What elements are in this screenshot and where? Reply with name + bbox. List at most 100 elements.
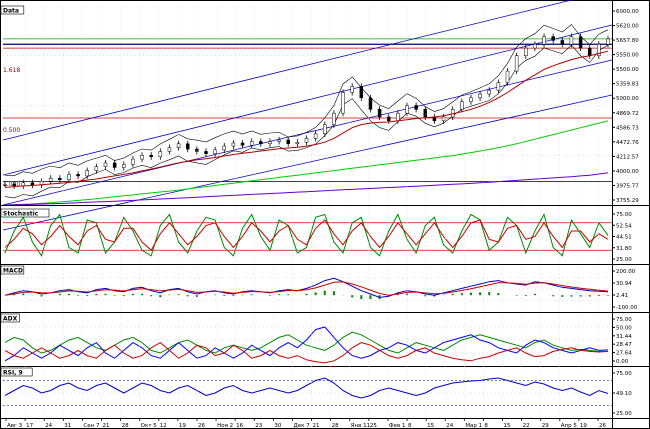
stochastic-axis-label: 52.54 — [616, 223, 632, 229]
time-axis-label: 25 — [370, 423, 377, 429]
price-candle — [213, 149, 217, 154]
price-candle — [231, 142, 236, 147]
rsi-axis-label: 49.10 — [616, 391, 632, 397]
time-axis-label: 15 — [504, 423, 511, 429]
price-candle — [222, 145, 227, 151]
time-axis-label: 8 — [484, 423, 488, 429]
price-candle — [569, 36, 574, 45]
price-candle — [441, 116, 446, 122]
time-axis-label: 8 — [408, 423, 412, 429]
adx-axis-label: 75.00 — [616, 317, 632, 323]
price-candle — [551, 36, 555, 41]
time-axis-label: Дек 7 — [293, 423, 310, 429]
price-title: Data — [3, 8, 19, 15]
stochastic-axis-label: 75.00 — [616, 212, 632, 218]
time-axis-label: 24 — [45, 423, 52, 429]
fib-label: 1.000 — [3, 181, 20, 188]
price-candle — [167, 147, 172, 152]
price-candle — [478, 93, 482, 99]
time-axis-label: 19 — [179, 423, 186, 429]
price-axis-label: 5620.00 — [616, 24, 639, 30]
price-candle — [423, 109, 428, 118]
price-axis-label: 5500.00 — [616, 67, 639, 73]
price-candle — [295, 141, 300, 145]
price-axis-label: 3975.77 — [616, 183, 639, 189]
time-axis-label: 26 — [198, 423, 205, 429]
time-axis-label: Авг 3 — [7, 423, 23, 429]
price-axis-label: 4212.57 — [616, 154, 639, 160]
price-candle — [487, 89, 491, 95]
stochastic-axis-label: 44.51 — [616, 235, 632, 241]
price-candle — [12, 184, 16, 187]
price-axis-label: 4869.72 — [616, 111, 639, 117]
time-axis-label: 28 — [122, 423, 129, 429]
price-candle — [514, 55, 519, 72]
price-axis-label: 6000.00 — [616, 9, 639, 15]
price-candle — [140, 155, 144, 160]
price-candle — [359, 86, 364, 99]
price-candle — [158, 151, 163, 158]
macd-title-box — [0, 265, 25, 275]
macd-axis-label: 2.41 — [616, 293, 628, 299]
price-candle — [524, 47, 528, 56]
price-candle — [350, 86, 354, 93]
rsi-title-box — [0, 367, 33, 377]
time-axis-label: 19 — [580, 423, 587, 429]
price-candle — [204, 151, 208, 154]
rsi-axis-label: 25.00 — [616, 411, 632, 417]
time-axis-label: Ноя 2 — [217, 423, 233, 429]
price-candle — [377, 109, 382, 118]
stochastic-axis-label: 25.00 — [616, 257, 632, 263]
price-series-ma3 — [4, 172, 609, 206]
price-band-upper — [4, 24, 609, 177]
price-candle — [277, 139, 281, 142]
price-candle — [578, 36, 583, 49]
adx-axis-label: 31.44 — [616, 334, 632, 340]
price-candle — [122, 164, 126, 168]
price-candle — [67, 174, 71, 180]
price-axis-label: 5657.80 — [616, 38, 639, 44]
time-axis-label: 24 — [446, 423, 453, 429]
price-candle — [341, 92, 345, 114]
time-axis-label: Окт 5 — [141, 423, 158, 429]
price-candle — [587, 47, 592, 56]
time-axis-label: 21 — [102, 423, 109, 429]
rsi-axis-label: 75.00 — [616, 371, 632, 377]
time-axis-label: 21 — [313, 423, 320, 429]
price-axis-label: 4586.73 — [616, 125, 639, 131]
price-candle — [386, 116, 391, 122]
stochastic-title-box — [0, 208, 50, 218]
stochastic-axis-label: 31.80 — [616, 246, 632, 252]
price-candle — [30, 182, 35, 186]
price-title-box — [0, 5, 25, 15]
time-axis-label: 22 — [523, 423, 530, 429]
price-axis-label: 4000.00 — [616, 169, 639, 175]
time-axis-label: Янв 11 — [351, 423, 370, 429]
time-axis-label: 17 — [26, 423, 33, 429]
adx-axis-label: 27.64 — [616, 351, 632, 357]
price-axis-label: 5550.00 — [616, 53, 639, 59]
price-candle — [240, 142, 245, 146]
price-candle — [85, 170, 89, 177]
adx-axis-label: 0.00 — [616, 359, 629, 365]
price-candle — [176, 143, 181, 148]
price-candle — [304, 138, 309, 143]
fib-label: 0.500 — [3, 127, 20, 134]
adx-series-di_plus — [4, 326, 609, 362]
time-axis-label: 29 — [542, 423, 549, 429]
price-candle — [149, 155, 153, 158]
price-candle — [131, 158, 135, 165]
macd-axis-label: 200.00 — [616, 269, 636, 275]
price-candle — [368, 97, 373, 110]
time-axis-label: 31 — [64, 423, 71, 429]
price-axis-label: 5359.83 — [616, 82, 639, 88]
adx-axis-label: 50.00 — [616, 325, 632, 331]
macd-axis-label: 30.94 — [616, 281, 632, 287]
fib-label: 1.618 — [3, 67, 20, 74]
adx-series-di_minus — [4, 341, 609, 364]
time-axis-label: 12 — [160, 423, 167, 429]
price-channel-line — [2, 0, 574, 141]
stochastic-title: Stochastic — [3, 211, 39, 218]
price-axis-label: 3755.29 — [616, 198, 639, 204]
price-candle — [323, 124, 327, 135]
